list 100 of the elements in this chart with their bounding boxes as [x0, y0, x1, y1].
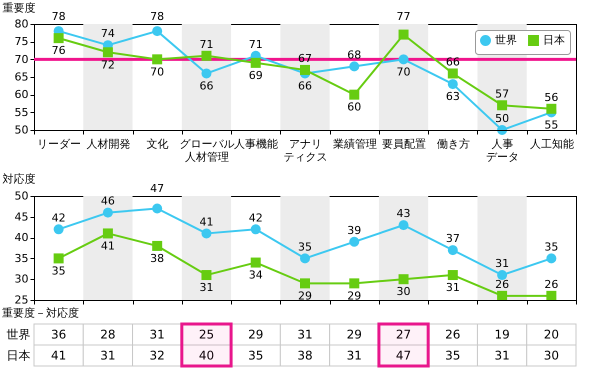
point: [546, 290, 556, 301]
data-label: 78: [150, 10, 164, 23]
point: [102, 228, 113, 238]
point: [448, 270, 458, 280]
point: [448, 245, 458, 256]
y-tick-label: 45: [14, 210, 28, 224]
data-label: 63: [446, 90, 460, 104]
data-label: 71: [199, 38, 214, 51]
y-tick-label: 80: [14, 18, 28, 30]
y-tick-label: 40: [14, 231, 28, 244]
x-tick-label: 働き方: [436, 138, 470, 150]
y-tick-label: 35: [14, 252, 28, 265]
data-label: 20: [544, 328, 560, 342]
point: [201, 270, 212, 280]
y-axis-title: 重要度: [2, 2, 36, 14]
point: [102, 208, 113, 218]
data-label: 55: [544, 118, 558, 132]
data-label: 36: [50, 328, 66, 342]
data-label: 70: [396, 65, 411, 78]
data-label: 35: [52, 264, 66, 278]
data-label: 29: [298, 289, 312, 302]
x-tick-label: 要員配置: [382, 138, 426, 150]
data-label: 26: [495, 278, 510, 291]
data-label: 35: [248, 348, 264, 362]
data-label: 31: [446, 281, 460, 294]
x-tick-label: 人事データ: [486, 138, 520, 164]
data-label: 30: [396, 285, 411, 298]
data-label: 28: [100, 328, 116, 342]
point: [497, 270, 508, 280]
point: [398, 274, 409, 284]
data-label: 27: [396, 328, 412, 342]
point: [300, 64, 310, 75]
data-label: 46: [100, 194, 115, 208]
data-label: 41: [50, 348, 66, 362]
data-label: 32: [150, 348, 165, 362]
y-tick-label: 65: [14, 70, 28, 84]
data-label: 29: [347, 289, 362, 302]
data-label: 30: [544, 348, 560, 362]
data-label: 35: [298, 240, 312, 254]
data-label: 35: [544, 240, 558, 254]
data-label: 42: [248, 211, 263, 224]
data-label: 31: [199, 281, 214, 294]
legend-label: 日本: [543, 34, 565, 47]
data-label: 26: [445, 328, 460, 342]
y-tick-label: 60: [14, 88, 28, 102]
point: [546, 253, 556, 264]
point: [398, 54, 409, 64]
x-tick-label: 業績管理: [332, 138, 377, 150]
point: [201, 50, 212, 61]
point: [54, 253, 64, 264]
point: [250, 58, 261, 68]
data-label: 50: [495, 112, 510, 125]
data-label: 69: [248, 68, 263, 82]
point: [448, 79, 458, 90]
data-label: 31: [150, 328, 165, 342]
data-label: 37: [446, 232, 460, 246]
data-label: 25: [198, 328, 214, 342]
point: [349, 278, 360, 288]
y-tick-label: 30: [14, 272, 28, 286]
point: [546, 104, 556, 114]
data-label: 71: [248, 38, 263, 51]
point: [250, 258, 261, 268]
data-label: 43: [396, 207, 411, 220]
data-label: 56: [544, 90, 558, 104]
x-tick-label: グローバル人材管理: [179, 138, 234, 164]
data-label: 38: [297, 348, 313, 362]
y-tick-label: 75: [14, 35, 28, 48]
data-label: 57: [495, 87, 510, 100]
point: [398, 30, 409, 40]
point: [497, 290, 508, 301]
data-label: 35: [445, 348, 460, 362]
data-label: 42: [52, 211, 66, 224]
data-label: 41: [199, 215, 214, 228]
point: [152, 26, 162, 36]
data-label: 76: [52, 44, 66, 58]
point: [300, 278, 310, 288]
data-label: 40: [198, 348, 214, 362]
data-label: 38: [150, 252, 164, 265]
data-label: 31: [297, 328, 313, 342]
y-tick-label: 55: [14, 106, 28, 119]
point: [201, 68, 212, 78]
point: [102, 47, 113, 58]
x-tick-label: 文化: [146, 138, 169, 150]
data-label: 72: [100, 58, 115, 72]
data-label: 31: [494, 348, 510, 362]
data-label: 60: [347, 100, 362, 114]
data-label: 78: [52, 10, 66, 23]
point: [497, 100, 508, 110]
x-tick-label: アナリティクス: [284, 138, 328, 164]
data-label: 31: [100, 348, 116, 362]
point: [152, 203, 162, 214]
x-tick-label: リーダー: [37, 138, 82, 150]
x-tick-label: 人材開発: [86, 138, 130, 150]
data-label: 74: [100, 27, 115, 40]
y-axis-title: 対応度: [2, 172, 36, 186]
point: [349, 61, 360, 72]
point: [349, 236, 360, 247]
data-label: 68: [347, 48, 362, 62]
data-label: 29: [346, 328, 362, 342]
data-label: 47: [150, 182, 164, 195]
